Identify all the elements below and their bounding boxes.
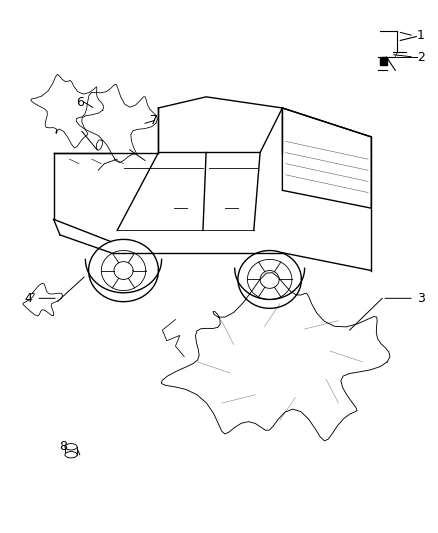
- Text: 8: 8: [59, 440, 67, 453]
- Text: 4: 4: [25, 292, 33, 305]
- Text: 6: 6: [76, 95, 84, 109]
- Bar: [380, 57, 387, 65]
- Text: 2: 2: [417, 51, 425, 63]
- Text: 1: 1: [417, 29, 425, 42]
- Text: 7: 7: [150, 114, 158, 127]
- Text: 3: 3: [417, 292, 425, 305]
- Ellipse shape: [65, 443, 77, 450]
- Ellipse shape: [65, 451, 77, 458]
